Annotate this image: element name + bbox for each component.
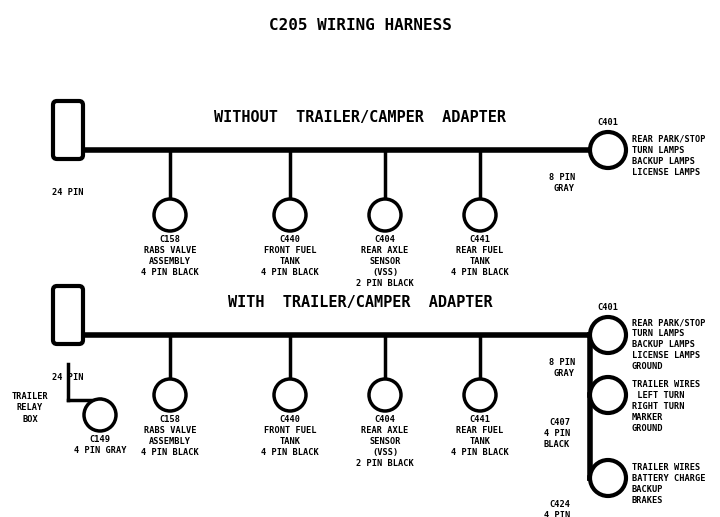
Text: C407
4 PIN
BLACK: C407 4 PIN BLACK xyxy=(544,418,570,449)
Circle shape xyxy=(590,377,626,413)
Circle shape xyxy=(590,132,626,168)
Text: C401: C401 xyxy=(598,118,618,127)
Text: REAR PARK/STOP
TURN LAMPS
BACKUP LAMPS
LICENSE LAMPS: REAR PARK/STOP TURN LAMPS BACKUP LAMPS L… xyxy=(632,135,706,177)
FancyBboxPatch shape xyxy=(53,286,83,344)
Text: C441
REAR FUEL
TANK
4 PIN BLACK: C441 REAR FUEL TANK 4 PIN BLACK xyxy=(451,235,509,277)
Circle shape xyxy=(274,199,306,231)
Text: C440
FRONT FUEL
TANK
4 PIN BLACK: C440 FRONT FUEL TANK 4 PIN BLACK xyxy=(261,235,319,277)
Circle shape xyxy=(590,460,626,496)
Text: C158
RABS VALVE
ASSEMBLY
4 PIN BLACK: C158 RABS VALVE ASSEMBLY 4 PIN BLACK xyxy=(141,235,199,277)
Text: 8 PIN
GRAY: 8 PIN GRAY xyxy=(549,358,575,378)
Text: C205: C205 xyxy=(58,109,78,118)
Text: C401: C401 xyxy=(598,303,618,312)
Text: REAR PARK/STOP
TURN LAMPS
BACKUP LAMPS
LICENSE LAMPS
GROUND: REAR PARK/STOP TURN LAMPS BACKUP LAMPS L… xyxy=(632,318,706,371)
Text: C441
REAR FUEL
TANK
4 PIN BLACK: C441 REAR FUEL TANK 4 PIN BLACK xyxy=(451,415,509,458)
Circle shape xyxy=(154,379,186,411)
Text: C424
4 PIN
GRAY: C424 4 PIN GRAY xyxy=(544,500,570,517)
Circle shape xyxy=(590,317,626,353)
Circle shape xyxy=(84,399,116,431)
Text: 24 PIN: 24 PIN xyxy=(53,188,84,197)
Text: WITH  TRAILER/CAMPER  ADAPTER: WITH TRAILER/CAMPER ADAPTER xyxy=(228,295,492,310)
Text: C404
REAR AXLE
SENSOR
(VSS)
2 PIN BLACK: C404 REAR AXLE SENSOR (VSS) 2 PIN BLACK xyxy=(356,235,414,288)
Text: TRAILER WIRES
BATTERY CHARGE
BACKUP
BRAKES: TRAILER WIRES BATTERY CHARGE BACKUP BRAK… xyxy=(632,463,706,505)
Circle shape xyxy=(369,379,401,411)
Circle shape xyxy=(369,199,401,231)
Circle shape xyxy=(274,379,306,411)
Text: WITHOUT  TRAILER/CAMPER  ADAPTER: WITHOUT TRAILER/CAMPER ADAPTER xyxy=(214,110,506,125)
Circle shape xyxy=(154,199,186,231)
Text: C158
RABS VALVE
ASSEMBLY
4 PIN BLACK: C158 RABS VALVE ASSEMBLY 4 PIN BLACK xyxy=(141,415,199,458)
FancyBboxPatch shape xyxy=(53,101,83,159)
Text: TRAILER
RELAY
BOX: TRAILER RELAY BOX xyxy=(12,392,48,423)
Circle shape xyxy=(464,379,496,411)
Text: C205: C205 xyxy=(58,294,78,303)
Text: 24 PIN: 24 PIN xyxy=(53,373,84,382)
Circle shape xyxy=(464,199,496,231)
Text: C404
REAR AXLE
SENSOR
(VSS)
2 PIN BLACK: C404 REAR AXLE SENSOR (VSS) 2 PIN BLACK xyxy=(356,415,414,468)
Text: TRAILER WIRES
 LEFT TURN
RIGHT TURN
MARKER
GROUND: TRAILER WIRES LEFT TURN RIGHT TURN MARKE… xyxy=(632,380,701,433)
Text: C205 WIRING HARNESS: C205 WIRING HARNESS xyxy=(269,18,451,33)
Text: C440
FRONT FUEL
TANK
4 PIN BLACK: C440 FRONT FUEL TANK 4 PIN BLACK xyxy=(261,415,319,458)
Text: C149
4 PIN GRAY: C149 4 PIN GRAY xyxy=(73,435,126,455)
Text: 8 PIN
GRAY: 8 PIN GRAY xyxy=(549,173,575,193)
